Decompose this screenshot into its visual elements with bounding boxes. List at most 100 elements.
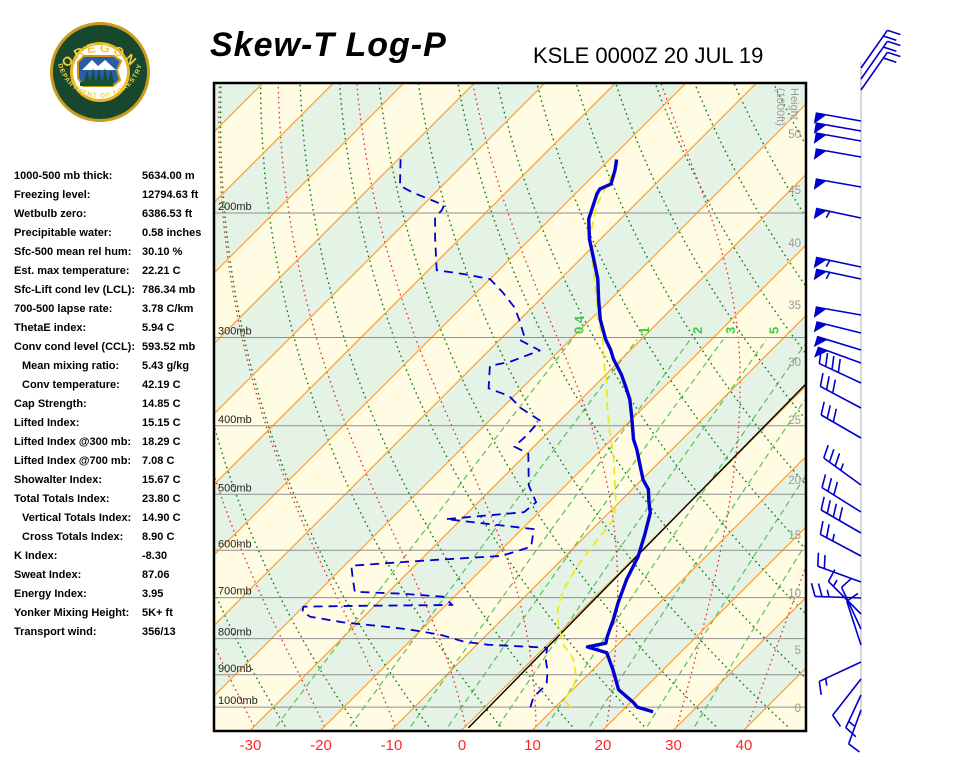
stat-row: Vertical Totals Index: 14.90 C xyxy=(14,508,204,527)
height-axis-label: 5 xyxy=(795,645,801,657)
stat-value: 22.21 C xyxy=(142,264,181,277)
stat-row: Wetbulb zero: 6386.53 ft xyxy=(14,204,204,223)
temp-axis-label: 10 xyxy=(524,737,541,754)
stat-value: 6386.53 ft xyxy=(142,207,193,220)
stat-value: 14.90 C xyxy=(142,511,181,524)
stat-label: Precipitable water: xyxy=(14,226,112,239)
stat-value: 23.80 C xyxy=(142,492,181,505)
wetbulb-curve xyxy=(556,162,619,708)
stat-label: 1000-500 mb thick: xyxy=(14,169,113,182)
pressure-label: 700mb xyxy=(218,586,252,598)
mixing-ratio-label: 5 xyxy=(766,327,781,334)
stat-label: ThetaE index: xyxy=(14,321,87,334)
stat-label: 700-500 lapse rate: xyxy=(14,302,113,315)
stat-row: Sfc-500 mean rel hum: 30.10 % xyxy=(14,242,204,261)
sounding-stats-panel: 1000-500 mb thick: 5634.00 m Freezing leve… xyxy=(14,166,204,641)
stat-label: Vertical Totals Index: xyxy=(22,511,132,524)
stat-row: Freezing level: 12794.63 ft xyxy=(14,185,204,204)
stat-value: 7.08 C xyxy=(142,454,175,467)
stat-value: 593.52 mb xyxy=(142,340,196,353)
stat-value: 42.19 C xyxy=(142,378,181,391)
stat-row: Conv cond level (CCL): 593.52 mb xyxy=(14,337,204,356)
stat-row: Energy Index: 3.95 xyxy=(14,584,204,603)
stat-label: Freezing level: xyxy=(14,188,91,201)
height-axis-label: 45 xyxy=(788,185,801,197)
temperature-curve xyxy=(585,159,654,714)
pressure-label: 300mb xyxy=(218,325,252,337)
temp-axis-label: 30 xyxy=(665,737,682,754)
stat-row: ThetaE index: 5.94 C xyxy=(14,318,204,337)
stat-value: 12794.63 ft xyxy=(142,188,199,201)
station-datetime: KSLE 0000Z 20 JUL 19 xyxy=(533,43,764,68)
stat-label: Lifted Index @300 mb: xyxy=(14,435,132,448)
page-title: Skew-T Log-P xyxy=(210,26,447,64)
stat-value: 5.94 C xyxy=(142,321,175,334)
mixing-ratio-label: 2 xyxy=(690,327,705,334)
stat-value: 3.95 xyxy=(142,587,164,600)
stat-value: 786.34 mb xyxy=(142,283,196,296)
stat-label: Lifted Index @700 mb: xyxy=(14,454,132,467)
stat-row: Yonker Mixing Height: 5K+ ft xyxy=(14,603,204,622)
height-axis-label: 25 xyxy=(788,415,801,427)
stat-row: Lifted Index @700 mb: 7.08 C xyxy=(14,451,204,470)
pressure-label: 900mb xyxy=(218,663,252,675)
pressure-label: 400mb xyxy=(218,414,252,426)
stat-row: 700-500 lapse rate: 3.78 C/km xyxy=(14,299,204,318)
stat-row: Sweat Index: 87.06 xyxy=(14,565,204,584)
dewpoint-curve xyxy=(301,157,549,708)
height-axis-title-units: (1000ft) xyxy=(774,88,786,126)
height-axis-label: 40 xyxy=(788,238,801,250)
mountain-icon xyxy=(82,60,116,70)
pressure-label: 200mb xyxy=(218,201,252,213)
height-axis-label: 10 xyxy=(788,588,801,600)
stat-row: Lifted Index @300 mb: 18.29 C xyxy=(14,432,204,451)
pressure-label: 600mb xyxy=(218,538,252,550)
stat-value: 5634.00 m xyxy=(142,169,195,182)
stat-label: Showalter Index: xyxy=(14,473,103,486)
stat-value: 15.15 C xyxy=(142,416,181,429)
odf-seal-icon: OREGON DEPARTMENT OF FORESTRY xyxy=(50,22,150,122)
stat-value: 8.90 C xyxy=(142,530,175,543)
stat-label: Cap Strength: xyxy=(14,397,87,410)
plot-area xyxy=(215,84,805,730)
stat-value: 3.78 C/km xyxy=(142,302,194,315)
stat-value: 18.29 C xyxy=(142,435,181,448)
stat-label: K Index: xyxy=(14,549,58,562)
odf-logo: OREGON DEPARTMENT OF FORESTRY xyxy=(48,20,152,124)
stat-label: Cross Totals Index: xyxy=(22,530,124,543)
stat-value: 14.85 C xyxy=(142,397,181,410)
stat-row: Lifted Index: 15.15 C xyxy=(14,413,204,432)
pressure-label: 500mb xyxy=(218,482,252,494)
pressure-label: 800mb xyxy=(218,627,252,639)
stat-label: Wetbulb zero: xyxy=(14,207,87,220)
stat-row: Conv temperature: 42.19 C xyxy=(14,375,204,394)
stat-row: Sfc-Lift cond lev (LCL): 786.34 mb xyxy=(14,280,204,299)
stat-label: Yonker Mixing Height: xyxy=(14,606,130,619)
stat-value: 30.10 % xyxy=(142,245,183,258)
height-axis-label: 0 xyxy=(795,703,801,715)
stat-label: Lifted Index: xyxy=(14,416,80,429)
stat-value: -8.30 xyxy=(142,549,168,562)
stat-label: Transport wind: xyxy=(14,625,97,638)
stat-label: Mean mixing ratio: xyxy=(22,359,120,372)
height-axis-label: 50 xyxy=(788,129,801,141)
stat-label: Sfc-Lift cond lev (LCL): xyxy=(14,283,135,296)
mixing-ratio-label: 1 xyxy=(637,327,652,334)
stat-row: Precipitable water: 0.58 inches xyxy=(14,223,204,242)
height-axis-title: Height xyxy=(788,88,800,120)
temp-axis-label: 40 xyxy=(736,737,753,754)
plot-border xyxy=(212,81,808,733)
temp-axis-label: -30 xyxy=(240,737,262,754)
stat-row: 1000-500 mb thick: 5634.00 m xyxy=(14,166,204,185)
stat-label: Est. max temperature: xyxy=(14,264,130,277)
stat-value: 0.58 inches xyxy=(142,226,202,239)
height-axis-label: 30 xyxy=(788,357,801,369)
stat-label: Sweat Index: xyxy=(14,568,82,581)
stat-value: 87.06 xyxy=(142,568,170,581)
height-axis-label: 35 xyxy=(788,300,801,312)
mixing-ratio-label: 0.4 xyxy=(572,315,587,334)
temp-axis-label: -20 xyxy=(310,737,332,754)
stat-row: Transport wind: 356/13 xyxy=(14,622,204,641)
